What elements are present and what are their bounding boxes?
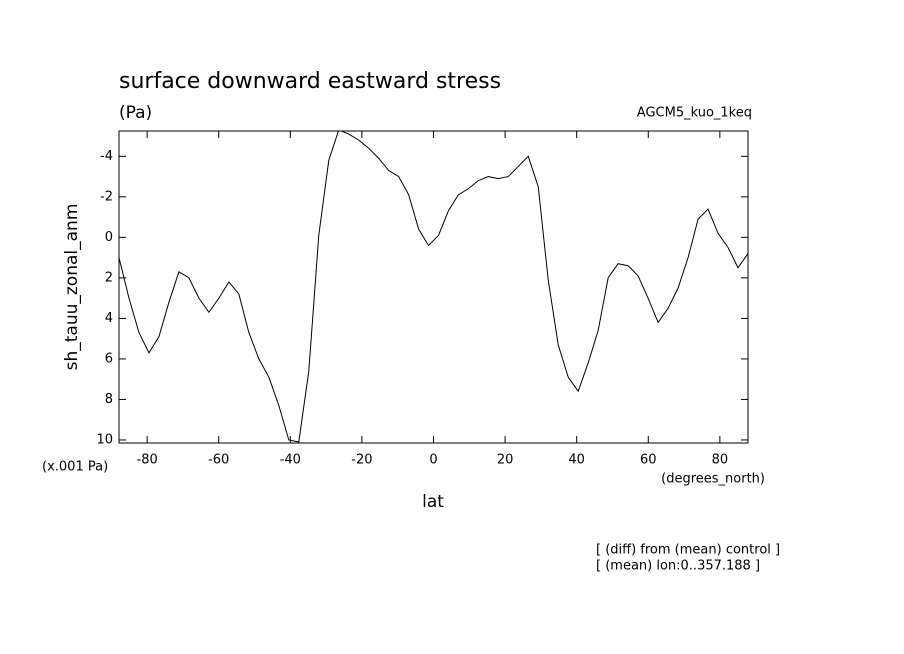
plot-frame xyxy=(118,130,749,444)
y-tick-label: 4 xyxy=(105,311,113,326)
x-axis-label: lat xyxy=(422,492,444,512)
x-units: (degrees_north) xyxy=(661,472,765,487)
x-tick-label: -80 xyxy=(137,453,158,468)
chart-title: surface downward eastward stress xyxy=(119,69,501,94)
y-tick-label: 8 xyxy=(105,392,113,407)
y-tick-label: -4 xyxy=(100,149,113,164)
note: [ (mean) lon:0..357.188 ] xyxy=(596,559,760,574)
x-tick-label: 80 xyxy=(712,453,729,468)
chart-subtitle: (Pa) xyxy=(119,103,152,123)
x-tick-label: 0 xyxy=(429,453,437,468)
x-tick-label: 40 xyxy=(568,453,585,468)
experiment-label: AGCM5_kuo_1keq xyxy=(637,106,752,121)
y-tick-label: -2 xyxy=(100,189,113,204)
x-tick-label: -40 xyxy=(280,453,301,468)
data-line xyxy=(119,131,748,443)
y-axis-label: sh_tauu_zonal_anm xyxy=(62,204,82,371)
y-tick-label: 6 xyxy=(105,351,113,366)
x-tick-label: -60 xyxy=(208,453,229,468)
x-tick-label: 20 xyxy=(497,453,514,468)
y-units: (x.001 Pa) xyxy=(42,460,108,475)
x-tick-label: -20 xyxy=(351,453,372,468)
note: [ (diff) from (mean) control ] xyxy=(596,543,780,558)
y-tick-label: 2 xyxy=(105,270,113,285)
x-tick-label: 60 xyxy=(640,453,657,468)
y-tick-label: 0 xyxy=(105,230,113,245)
y-tick-label: 10 xyxy=(96,432,113,447)
